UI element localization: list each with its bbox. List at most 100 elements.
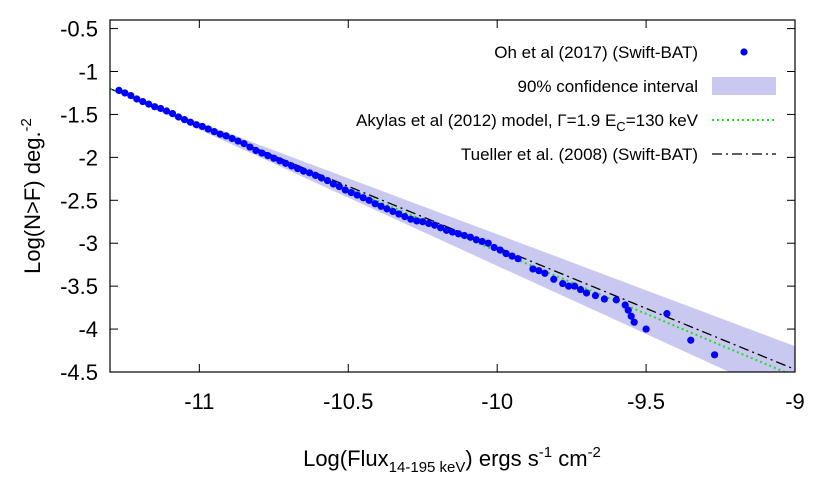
data-point (288, 162, 296, 170)
data-point (151, 103, 159, 111)
legend-label: Oh et al (2017) (Swift-BAT) (494, 43, 698, 62)
y-tick-label: -3.5 (60, 274, 98, 299)
data-point (246, 143, 254, 151)
confidence-band (110, 88, 795, 372)
y-tick-label: -2 (78, 145, 98, 170)
data-point (502, 249, 510, 258)
data-point (710, 351, 719, 359)
data-point (121, 89, 129, 97)
data-point (127, 91, 135, 100)
x-tick-label: -10.5 (323, 389, 373, 414)
data-point (389, 207, 397, 216)
data-point (371, 200, 379, 208)
data-point (663, 310, 671, 318)
y-tick-label: -1.5 (60, 102, 98, 127)
data-point (347, 188, 355, 197)
data-point (466, 233, 474, 241)
data-point (264, 152, 272, 160)
y-axis-title-sup: -2 (18, 118, 35, 131)
data-point (305, 169, 314, 177)
data-point (294, 164, 302, 173)
data-point (478, 237, 486, 246)
data-point (591, 291, 600, 300)
x-axis-title-sup1: -1 (539, 444, 552, 461)
x-axis-title-sub: 14-195 keV (389, 459, 466, 476)
data-point (514, 255, 522, 263)
y-tick-label: -1 (78, 60, 98, 85)
data-point (442, 226, 451, 234)
y-axis-title: Log(N>F) deg.-2 (18, 118, 45, 274)
data-point (425, 219, 433, 228)
data-point (436, 224, 445, 232)
y-tick-label: -0.5 (60, 17, 98, 42)
data-point (234, 137, 242, 145)
data-point (377, 202, 385, 210)
data-point (401, 213, 409, 221)
data-point (174, 113, 183, 121)
data-point (216, 130, 224, 138)
data-point (448, 228, 457, 236)
data-point (431, 221, 439, 229)
data-point (299, 167, 308, 175)
data-point (204, 125, 212, 133)
x-tick-label: -11 (184, 389, 214, 414)
data-point (407, 215, 415, 223)
data-point (282, 159, 290, 167)
plot-frame (109, 19, 796, 373)
data-point (383, 205, 391, 213)
data-point (508, 252, 516, 260)
data-point (541, 269, 549, 277)
y-tick-label: -4.5 (60, 360, 98, 385)
data-point (612, 296, 620, 304)
data-point (145, 100, 153, 108)
data-point (115, 86, 123, 94)
data-point (550, 275, 558, 283)
data-point (559, 279, 567, 288)
x-axis-title: Log(Flux14-195 keV) ergs s-1 cm-2 (303, 444, 601, 476)
data-point (565, 282, 573, 290)
data-point (490, 243, 498, 252)
x-axis-title-sup2: -2 (588, 444, 601, 461)
data-point (630, 318, 638, 326)
y-tick-label: -2.5 (60, 188, 98, 213)
data-point (311, 171, 320, 179)
data-point (186, 118, 195, 126)
data-point (240, 140, 248, 148)
x-axis-title-rest: ) ergs s (465, 446, 538, 471)
data-point (571, 282, 579, 290)
data-point (529, 265, 537, 273)
data-point (162, 107, 171, 115)
data-point (413, 217, 421, 225)
data-point (353, 191, 361, 199)
data-point (395, 210, 403, 218)
y-tick-label: -4 (78, 317, 98, 342)
data-point (472, 236, 480, 244)
data-point (582, 289, 591, 297)
data-point (627, 312, 635, 320)
data-point (133, 95, 141, 103)
data-point (317, 174, 326, 182)
x-axis-title-main: Log(Flux (303, 446, 389, 471)
data-point (642, 325, 650, 333)
x-tick-label: -9.5 (627, 389, 665, 414)
data-point (365, 196, 373, 204)
data-point (624, 306, 632, 314)
legend-label: 90% confidence interval (517, 77, 698, 96)
x-tick-label: -9 (785, 389, 805, 414)
data-point (576, 285, 585, 294)
x-axis-title-rest2: cm (552, 446, 587, 471)
data-point (139, 97, 147, 106)
data-point (496, 246, 504, 254)
data-point (276, 157, 284, 165)
data-point (323, 176, 332, 185)
data-point (157, 104, 165, 113)
data-point (335, 182, 343, 191)
data-point (258, 149, 266, 157)
data-point (419, 218, 427, 226)
data-point (222, 132, 230, 140)
data-point (341, 186, 349, 194)
legend-swatch-band (712, 77, 776, 95)
data-point (168, 109, 177, 118)
data-point (687, 336, 695, 344)
data-point (329, 180, 337, 188)
